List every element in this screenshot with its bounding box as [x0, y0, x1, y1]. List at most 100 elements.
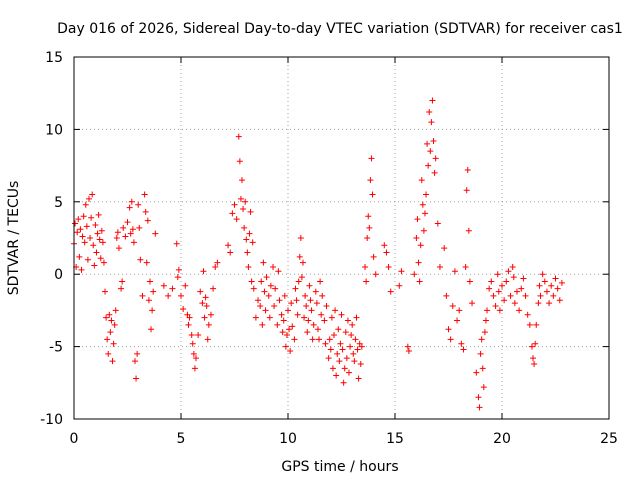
data-point — [417, 242, 424, 249]
data-point — [337, 340, 344, 347]
data-point — [231, 201, 238, 208]
data-point — [302, 292, 309, 299]
data-point — [414, 216, 421, 223]
x-tick-label: 0 — [70, 431, 79, 447]
data-point — [314, 326, 321, 333]
data-point — [434, 220, 441, 227]
data-point — [243, 236, 250, 243]
data-point — [322, 340, 329, 347]
data-point — [278, 311, 285, 318]
data-point — [122, 233, 129, 240]
data-point — [449, 303, 456, 310]
data-point — [246, 230, 253, 237]
data-point — [305, 317, 312, 324]
data-point — [431, 169, 438, 176]
data-point — [214, 259, 221, 266]
data-point — [475, 394, 482, 401]
data-point — [148, 326, 155, 333]
data-point — [152, 230, 159, 237]
data-point — [97, 255, 104, 262]
data-point — [291, 336, 298, 343]
data-point — [144, 217, 151, 224]
data-point — [272, 285, 279, 292]
data-point — [78, 266, 85, 273]
data-point — [443, 292, 450, 299]
data-point — [137, 256, 144, 263]
data-point — [182, 282, 189, 289]
data-point — [93, 249, 100, 256]
data-point — [288, 300, 295, 307]
data-point — [104, 336, 111, 343]
data-point — [387, 288, 394, 295]
data-point — [88, 214, 95, 221]
data-point — [236, 158, 243, 165]
data-point — [462, 263, 469, 270]
data-point — [456, 307, 463, 314]
data-point — [516, 307, 523, 314]
data-point — [134, 350, 141, 357]
data-point — [82, 201, 89, 208]
data-point — [233, 216, 240, 223]
data-point — [321, 317, 328, 324]
data-point — [150, 288, 157, 295]
data-point — [114, 229, 121, 236]
data-point — [192, 355, 199, 362]
data-point — [354, 346, 361, 353]
data-point — [294, 311, 301, 318]
data-point — [348, 332, 355, 339]
data-point — [103, 314, 110, 321]
data-point — [466, 278, 473, 285]
data-point — [505, 268, 512, 275]
data-point — [279, 329, 286, 336]
data-point — [481, 329, 488, 336]
data-point — [420, 227, 427, 234]
data-point — [299, 259, 306, 266]
data-point — [385, 263, 392, 270]
data-point — [477, 350, 484, 357]
data-point — [543, 288, 550, 295]
data-point — [178, 292, 184, 299]
data-point — [295, 278, 302, 285]
data-point — [499, 282, 505, 289]
data-point — [207, 311, 214, 318]
data-point — [199, 300, 206, 307]
data-point — [313, 300, 320, 307]
data-point — [454, 317, 461, 324]
data-point — [316, 336, 323, 343]
data-point — [447, 336, 454, 343]
data-point — [297, 235, 304, 241]
data-point — [365, 213, 372, 220]
data-point — [130, 239, 137, 246]
y-tick-label: -10 — [40, 412, 63, 428]
data-point — [195, 332, 202, 339]
data-point — [339, 346, 346, 353]
data-point — [350, 350, 357, 357]
data-point — [342, 329, 349, 336]
data-point — [550, 292, 557, 299]
data-point — [413, 235, 420, 241]
data-point — [334, 350, 341, 357]
data-point — [463, 187, 470, 194]
data-point — [421, 210, 428, 217]
data-point — [281, 292, 288, 299]
data-point — [248, 278, 255, 285]
data-point — [131, 358, 138, 365]
data-point — [411, 271, 418, 278]
data-point — [89, 191, 96, 198]
data-point — [404, 343, 411, 350]
y-tick-label: 5 — [54, 195, 63, 211]
data-point — [252, 314, 259, 321]
data-point — [423, 191, 430, 198]
data-point — [488, 278, 495, 285]
data-point — [112, 307, 119, 314]
data-point — [126, 204, 133, 211]
data-point — [430, 137, 437, 144]
data-point — [416, 278, 423, 285]
data-point — [533, 321, 540, 328]
data-point — [364, 235, 371, 241]
data-point — [94, 230, 101, 237]
data-point — [309, 336, 316, 343]
y-tick-label: 0 — [54, 267, 63, 283]
data-point — [405, 347, 412, 354]
data-point — [77, 226, 84, 233]
